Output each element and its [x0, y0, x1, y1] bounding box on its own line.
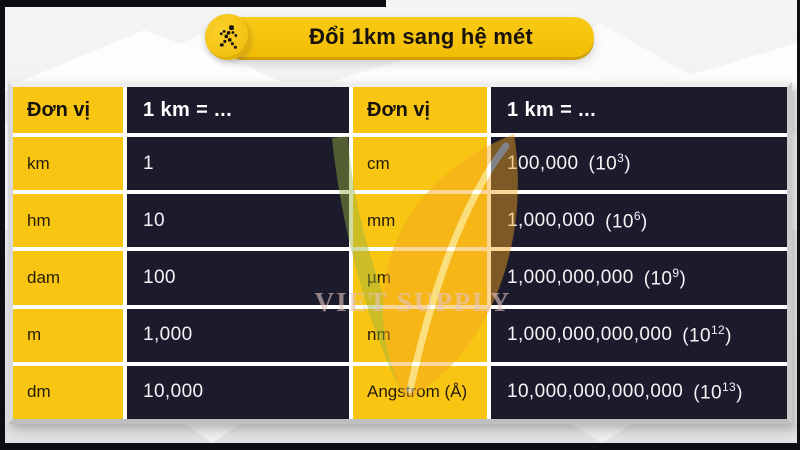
- power-of-ten: (1012): [682, 323, 732, 347]
- unit-cell: m: [13, 308, 123, 362]
- value-number: 100: [143, 266, 176, 288]
- power-of-ten: (109): [643, 265, 687, 290]
- runner-icon: [205, 14, 251, 60]
- power-of-ten: (103): [588, 151, 631, 175]
- value-cell: 10: [127, 194, 349, 248]
- unit-cell: dam: [13, 251, 123, 305]
- value-number: 1,000,000,000: [507, 266, 634, 288]
- conversion-table-right: Đơn vị 1 km = ... cm 100,000 (103) mm 1,000,…: [353, 87, 787, 419]
- unit-cell: cm: [353, 137, 487, 191]
- value-cell: 10,000: [127, 365, 349, 419]
- value-cell: 1,000,000 (106): [491, 194, 787, 248]
- value-cell: 100,000 (103): [491, 137, 787, 191]
- value-cell: 100: [127, 251, 349, 305]
- value-number: 1,000,000,000,000: [507, 324, 673, 346]
- value-number: 10,000: [143, 381, 204, 403]
- unit-cell: dm: [13, 365, 123, 419]
- power-of-ten: (1013): [693, 380, 743, 404]
- column-header-value: 1 km = ...: [127, 87, 349, 133]
- unit-cell: hm: [13, 194, 123, 248]
- unit-cell: km: [13, 137, 123, 191]
- unit-cell: Angstrom (Å): [353, 365, 487, 419]
- value-cell: 10,000,000,000,000 (1013): [491, 365, 787, 419]
- value-cell: 1,000,000,000,000 (1012): [491, 308, 787, 362]
- column-header-unit: Đơn vị: [353, 87, 487, 133]
- unit-cell: mm: [353, 194, 487, 248]
- value-number: 100,000: [507, 152, 579, 174]
- conversion-tables-frame: Đơn vị 1 km = ... km 1 hm 10 dam 100 m 1,000 dm 1…: [8, 82, 792, 424]
- value-cell: 1,000: [127, 308, 349, 362]
- value-number: 10,000,000,000,000: [507, 381, 684, 403]
- value-number: 1: [143, 152, 154, 174]
- photo-edge-right: [797, 0, 800, 450]
- column-header-unit: Đơn vị: [13, 87, 123, 133]
- value-cell: 1: [127, 137, 349, 191]
- photo-edge-bottom: [0, 443, 800, 450]
- value-number: 10: [143, 209, 165, 231]
- power-of-ten: (106): [605, 208, 648, 232]
- value-number: 1,000: [143, 324, 193, 346]
- value-number: 1,000,000: [507, 209, 596, 231]
- conversion-table-left: Đơn vị 1 km = ... km 1 hm 10 dam 100 m 1,000 dm 1…: [13, 87, 349, 419]
- photo-edge-left: [0, 0, 5, 450]
- photo-edge-top: [0, 0, 386, 7]
- title-banner: Đổi 1km sang hệ mét: [205, 14, 594, 60]
- value-cell: 1,000,000,000 (109): [491, 251, 787, 305]
- page-title: Đổi 1km sang hệ mét: [309, 24, 533, 49]
- unit-cell: µm: [353, 251, 487, 305]
- column-header-value: 1 km = ...: [491, 87, 787, 133]
- unit-cell: nm: [353, 308, 487, 362]
